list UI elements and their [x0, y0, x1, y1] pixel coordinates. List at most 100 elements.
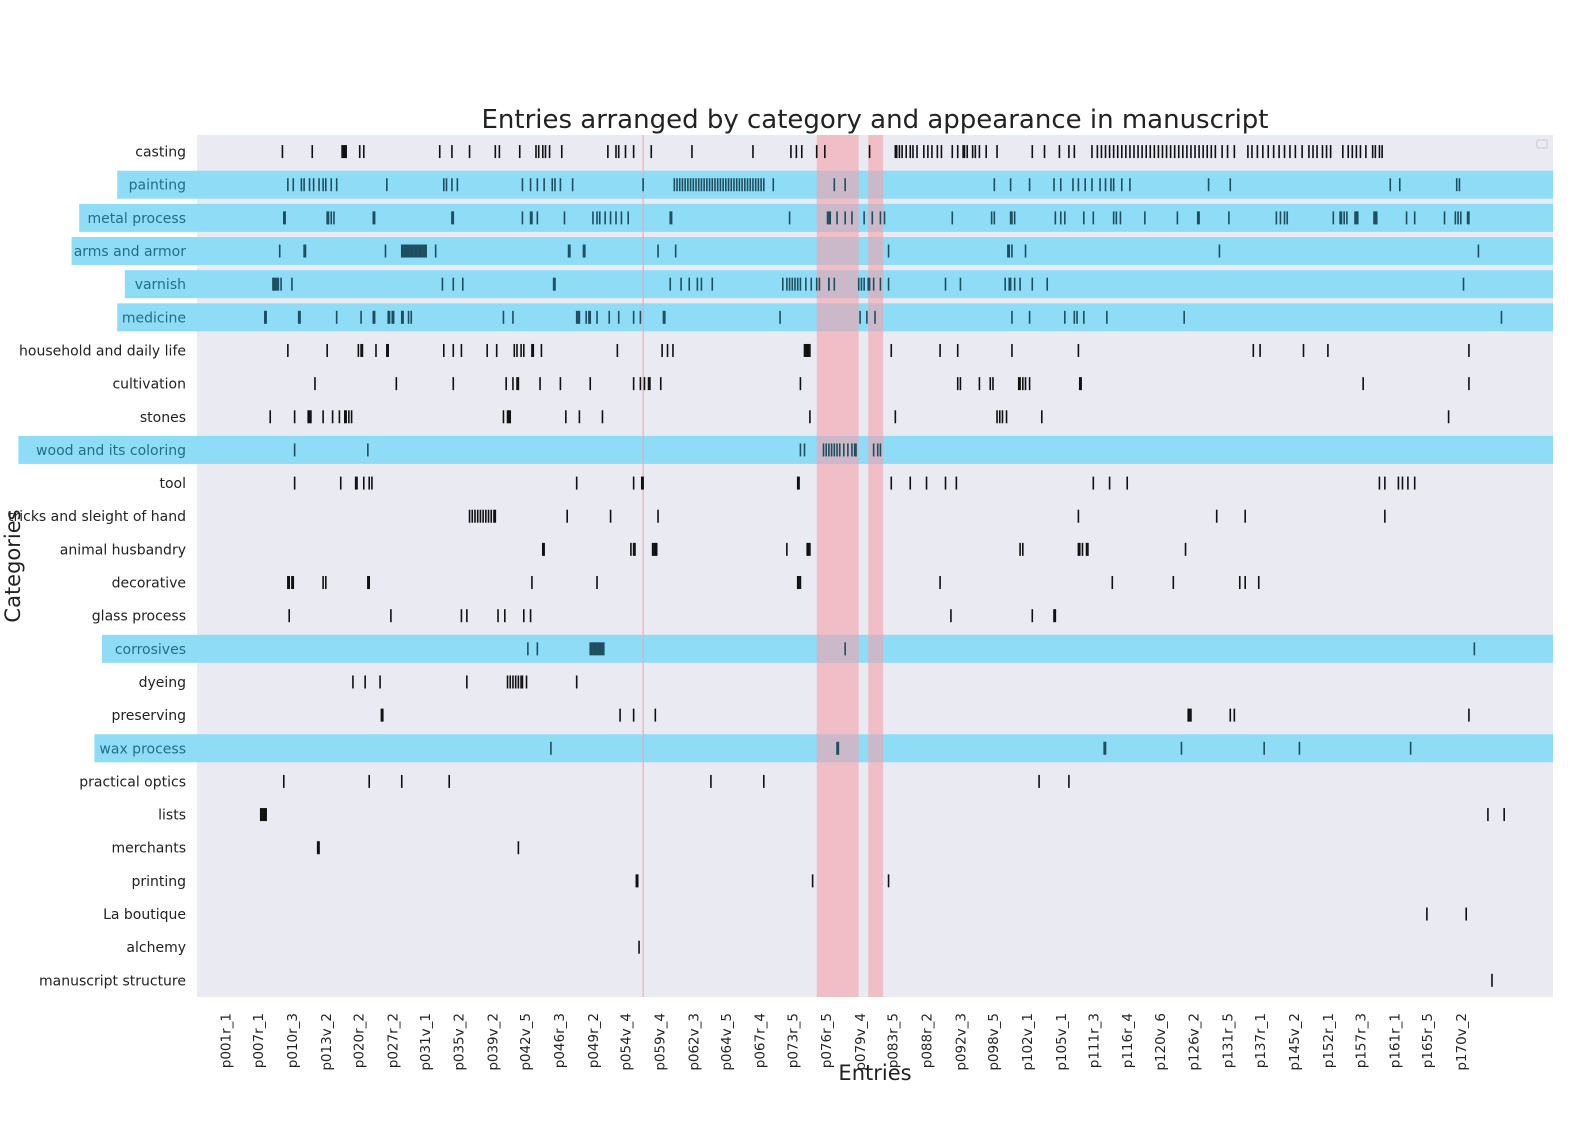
entry-mark-corrosives — [598, 642, 601, 656]
entry-mark-medicine — [373, 310, 376, 324]
entry-mark-painting — [741, 178, 743, 192]
entry-mark-cultivation — [517, 377, 520, 391]
x-tick-label: p120v_6 — [1153, 1013, 1169, 1071]
entry-mark-painting — [708, 178, 711, 192]
entry-mark-dyeing — [466, 675, 468, 689]
entry-mark-metal-process — [1112, 211, 1115, 225]
entry-mark-casting — [362, 145, 365, 159]
entry-mark-medicine — [265, 310, 267, 324]
entry-mark-varnish — [818, 277, 821, 291]
x-tick-label: p131r_5 — [1221, 1013, 1237, 1068]
entry-mark-wood-and-its-coloring — [838, 443, 841, 457]
entry-mark-cultivation — [659, 377, 662, 391]
entry-mark-tricks-and-sleight-of-hand — [1384, 509, 1386, 523]
entry-mark-varnish — [1031, 277, 1034, 291]
entry-mark-dyeing — [506, 675, 509, 689]
x-tick-label: p137r_1 — [1253, 1013, 1269, 1068]
entry-mark-wax-process — [1103, 741, 1105, 755]
entry-mark-casting — [790, 145, 792, 159]
entry-mark-varnish — [1009, 277, 1012, 291]
entry-mark-metal-process — [828, 211, 830, 225]
entry-mark-varnish — [810, 277, 813, 291]
entry-mark-stones — [308, 410, 311, 424]
entry-mark-metal-process — [1059, 211, 1062, 225]
y-axis-label: Categories — [1, 509, 25, 622]
entry-mark-casting — [311, 145, 314, 159]
entry-mark-painting — [300, 178, 303, 192]
entry-mark-wax-process — [836, 741, 838, 755]
entry-mark-arms-and-armor — [569, 244, 571, 258]
x-tick-label: p039v_2 — [486, 1013, 502, 1071]
entry-mark-casting — [1381, 145, 1383, 159]
entry-mark-household-and-daily-life — [375, 343, 377, 357]
entry-mark-household-and-daily-life — [522, 343, 525, 357]
entry-mark-animal-husbandry — [1077, 542, 1080, 556]
entry-mark-varnish — [291, 277, 293, 291]
entry-mark-decorative — [292, 576, 295, 590]
entry-mark-varnish — [276, 277, 278, 291]
entry-mark-household-and-daily-life — [1302, 343, 1305, 357]
entry-mark-metal-process — [1443, 211, 1446, 225]
entry-mark-metal-process — [1009, 211, 1012, 225]
entry-mark-medicine — [577, 310, 579, 324]
shaded-range-2 — [868, 135, 884, 997]
entry-mark-painting — [1028, 178, 1031, 192]
entry-mark-medicine — [502, 310, 505, 324]
entry-mark-painting — [554, 178, 556, 192]
entry-mark-household-and-daily-life — [513, 343, 516, 357]
entry-mark-casting — [1378, 145, 1381, 159]
entry-mark-arms-and-armor — [434, 244, 437, 258]
entry-mark-casting — [1133, 145, 1135, 159]
entry-mark-corrosives — [590, 642, 593, 656]
entry-mark-stones — [894, 410, 897, 424]
entry-mark-varnish — [1013, 277, 1016, 291]
entry-mark-casting — [438, 145, 441, 159]
entry-mark-painting — [1229, 178, 1232, 192]
entry-mark-tool — [1108, 476, 1111, 490]
entry-mark-glass-process — [288, 609, 291, 623]
entry-mark-wax-process — [1180, 741, 1183, 755]
entry-mark-medicine — [512, 310, 514, 324]
entry-mark-varnish — [1046, 277, 1049, 291]
x-tick-label: p064v_5 — [719, 1013, 735, 1071]
entry-mark-painting — [735, 178, 738, 192]
x-tick-label: p161r_1 — [1387, 1013, 1403, 1068]
entry-mark-metal-process — [1346, 211, 1348, 225]
entry-mark-metal-process — [1083, 211, 1085, 225]
entry-mark-practical-optics — [1038, 774, 1040, 788]
entry-mark-casting — [1226, 145, 1229, 159]
entry-mark-casting — [342, 145, 345, 159]
category-label-preserving: preserving — [111, 708, 186, 724]
entry-mark-metal-process — [521, 211, 524, 225]
entry-mark-metal-process — [1375, 211, 1378, 225]
entry-mark-decorative — [939, 576, 941, 590]
entry-mark-tool — [909, 476, 912, 490]
entry-mark-household-and-daily-life — [1327, 343, 1329, 357]
entry-mark-tricks-and-sleight-of-hand — [474, 509, 476, 523]
entry-mark-medicine — [1073, 310, 1076, 324]
entry-mark-casting — [1308, 145, 1310, 159]
entry-mark-corrosives — [596, 642, 598, 656]
entry-mark-painting — [330, 178, 333, 192]
entry-mark-painting — [1389, 178, 1392, 192]
category-label-cultivation: cultivation — [112, 377, 186, 393]
category-label-practical-optics: practical optics — [79, 774, 186, 790]
entry-mark-casting — [962, 145, 964, 159]
entry-mark-tool — [798, 476, 800, 490]
category-label-alchemy: alchemy — [126, 940, 186, 956]
entry-mark-casting — [1112, 145, 1115, 159]
entry-mark-medicine — [1011, 310, 1013, 324]
entry-mark-casting — [940, 145, 943, 159]
entry-mark-casting — [1267, 145, 1270, 159]
entry-mark-varnish — [828, 277, 830, 291]
entry-mark-tool — [1092, 476, 1095, 490]
entry-mark-medicine — [639, 310, 642, 324]
entry-mark-stones — [578, 410, 581, 424]
x-tick-label: p105v_1 — [1054, 1013, 1070, 1071]
entry-mark-metal-process — [1356, 211, 1359, 225]
entry-mark-arms-and-armor — [1477, 244, 1480, 258]
category-label-tricks-and-sleight-of-hand: tricks and sleight of hand — [8, 509, 186, 525]
entry-mark-metal-process — [844, 211, 846, 225]
entry-mark-medicine — [859, 310, 861, 324]
entry-mark-metal-process — [282, 211, 285, 225]
